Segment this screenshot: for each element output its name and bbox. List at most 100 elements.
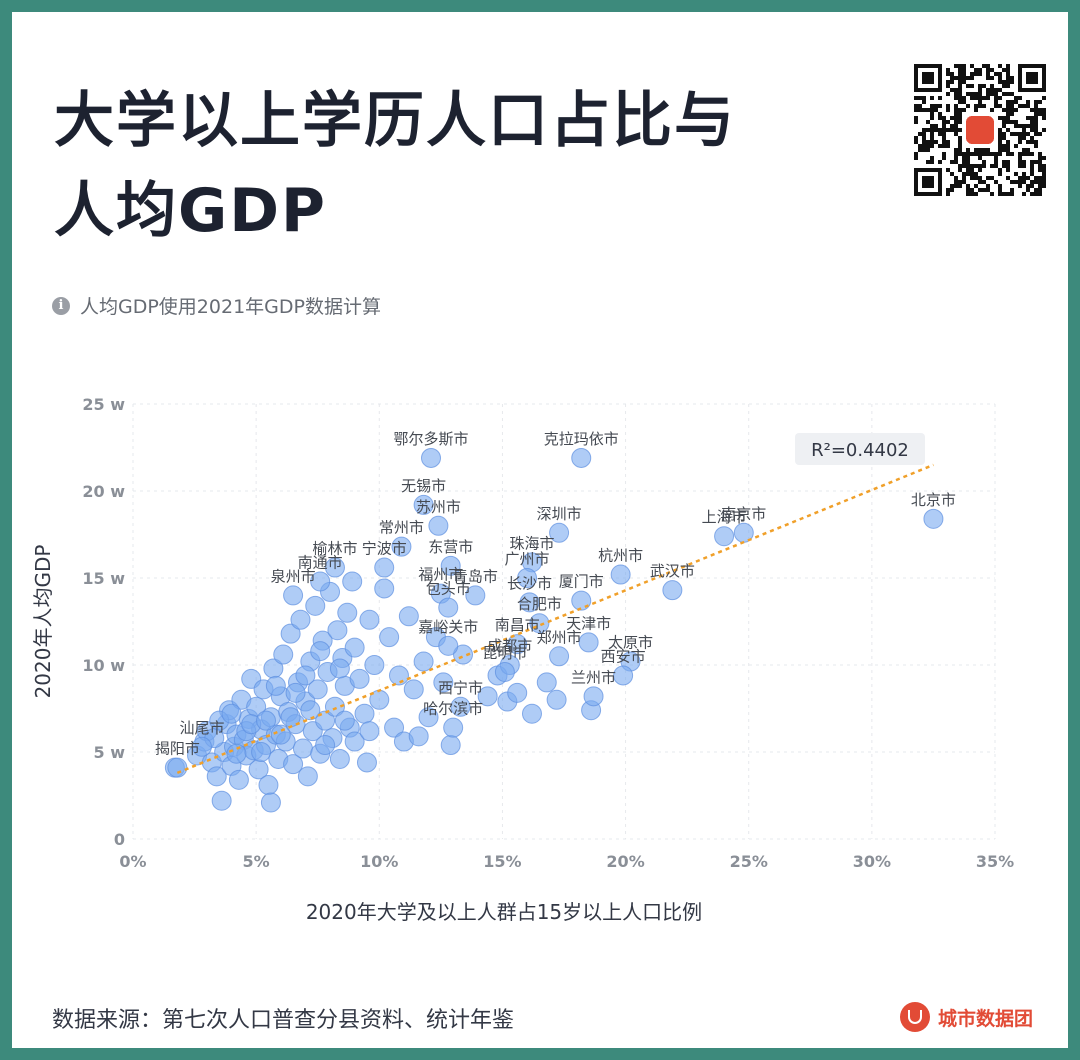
data-point[interactable] bbox=[578, 632, 599, 653]
data-point[interactable] bbox=[465, 585, 486, 606]
data-point[interactable] bbox=[421, 447, 442, 468]
data-point[interactable] bbox=[280, 623, 301, 644]
data-point[interactable] bbox=[714, 526, 735, 547]
point-label: 天津市 bbox=[566, 614, 611, 632]
data-point[interactable] bbox=[379, 627, 400, 648]
r-squared-badge bbox=[795, 433, 925, 465]
data-point[interactable] bbox=[356, 752, 377, 773]
data-point[interactable] bbox=[337, 602, 358, 623]
data-point[interactable] bbox=[428, 515, 449, 536]
data-point[interactable] bbox=[270, 724, 291, 745]
data-point[interactable] bbox=[374, 557, 395, 578]
data-point[interactable] bbox=[221, 703, 242, 724]
point-label: 武汉市 bbox=[650, 562, 695, 580]
qr-code-icon[interactable] bbox=[914, 64, 1046, 196]
data-point[interactable] bbox=[211, 790, 232, 811]
data-point[interactable] bbox=[290, 609, 311, 630]
data-point[interactable] bbox=[507, 634, 528, 655]
data-source: 数据来源：第七次人口普查分县资料、统计年鉴 bbox=[52, 1008, 515, 1033]
data-point[interactable] bbox=[305, 595, 326, 616]
data-point[interactable] bbox=[327, 620, 348, 641]
data-point[interactable] bbox=[438, 597, 459, 618]
data-point[interactable] bbox=[519, 592, 540, 613]
data-point[interactable] bbox=[344, 637, 365, 658]
data-point[interactable] bbox=[403, 679, 424, 700]
data-point[interactable] bbox=[571, 447, 592, 468]
x-tick-label: 30% bbox=[853, 852, 891, 871]
point-label: 西宁市 bbox=[438, 679, 483, 697]
data-point[interactable] bbox=[265, 675, 286, 696]
data-point[interactable] bbox=[453, 644, 474, 665]
data-point[interactable] bbox=[283, 585, 304, 606]
data-point[interactable] bbox=[440, 735, 461, 756]
y-tick-label: 10 w bbox=[82, 656, 125, 675]
data-point[interactable] bbox=[923, 508, 944, 529]
data-point[interactable] bbox=[517, 568, 538, 588]
data-point[interactable] bbox=[398, 606, 419, 627]
axes: 0% 5% 10% 15% 20% 25% 30% 35% 0 5 w 10 w 15 w 20 w 25… bbox=[31, 395, 1014, 924]
data-point[interactable] bbox=[255, 710, 276, 731]
data-point[interactable] bbox=[191, 736, 212, 757]
data-point[interactable] bbox=[315, 735, 336, 756]
data-point[interactable] bbox=[297, 766, 318, 787]
data-point[interactable] bbox=[359, 609, 380, 630]
data-point[interactable] bbox=[477, 686, 498, 707]
data-point[interactable] bbox=[536, 672, 557, 693]
data-point[interactable] bbox=[260, 792, 281, 813]
data-point[interactable] bbox=[494, 661, 515, 682]
data-point[interactable] bbox=[329, 658, 350, 679]
data-point[interactable] bbox=[310, 641, 331, 662]
data-point[interactable] bbox=[310, 571, 331, 592]
data-point[interactable] bbox=[549, 646, 570, 667]
data-point[interactable] bbox=[292, 738, 313, 759]
data-point[interactable] bbox=[273, 644, 294, 665]
data-point[interactable] bbox=[418, 707, 439, 728]
data-point[interactable] bbox=[342, 571, 363, 592]
data-point[interactable] bbox=[507, 682, 528, 703]
data-point[interactable] bbox=[610, 564, 631, 585]
data-point[interactable] bbox=[206, 766, 227, 787]
data-point[interactable] bbox=[283, 754, 304, 775]
data-point[interactable] bbox=[450, 696, 471, 717]
data-point[interactable] bbox=[662, 580, 683, 601]
data-point[interactable] bbox=[583, 686, 604, 707]
data-point[interactable] bbox=[521, 703, 542, 724]
data-point[interactable] bbox=[388, 665, 409, 686]
data-point[interactable] bbox=[329, 748, 350, 769]
data-point[interactable] bbox=[440, 555, 461, 576]
data-point[interactable] bbox=[443, 717, 464, 738]
data-point[interactable] bbox=[408, 726, 429, 747]
point-label: 东营市 bbox=[428, 538, 473, 556]
data-point[interactable] bbox=[258, 775, 279, 796]
data-point[interactable] bbox=[413, 494, 434, 515]
data-point[interactable] bbox=[384, 717, 405, 738]
data-point[interactable] bbox=[228, 769, 249, 790]
data-point[interactable] bbox=[433, 672, 454, 693]
data-point[interactable] bbox=[549, 522, 570, 543]
data-point[interactable] bbox=[344, 731, 365, 752]
data-point[interactable] bbox=[324, 696, 345, 717]
data-point[interactable] bbox=[354, 703, 375, 724]
data-point[interactable] bbox=[295, 665, 316, 686]
data-point[interactable] bbox=[334, 710, 355, 731]
data-point[interactable] bbox=[413, 651, 434, 672]
data-point[interactable] bbox=[307, 679, 328, 700]
data-point[interactable] bbox=[251, 742, 272, 762]
y-tick-label: 20 w bbox=[82, 482, 125, 501]
data-point[interactable] bbox=[359, 721, 380, 742]
data-point[interactable] bbox=[226, 743, 247, 764]
data-point[interactable] bbox=[438, 635, 459, 656]
point-label: 汕尾市 bbox=[179, 719, 224, 737]
data-point[interactable] bbox=[349, 668, 370, 689]
data-point[interactable] bbox=[571, 590, 592, 611]
data-point[interactable] bbox=[324, 557, 345, 578]
data-point[interactable] bbox=[391, 536, 412, 557]
data-point[interactable] bbox=[364, 655, 385, 675]
data-point[interactable] bbox=[374, 578, 395, 599]
data-point[interactable] bbox=[285, 682, 306, 703]
data-point[interactable] bbox=[613, 665, 634, 686]
data-point[interactable] bbox=[167, 757, 188, 778]
data-point[interactable] bbox=[300, 700, 321, 721]
brand[interactable]: 城市数据团 bbox=[900, 1002, 1033, 1032]
data-point[interactable] bbox=[546, 689, 567, 710]
